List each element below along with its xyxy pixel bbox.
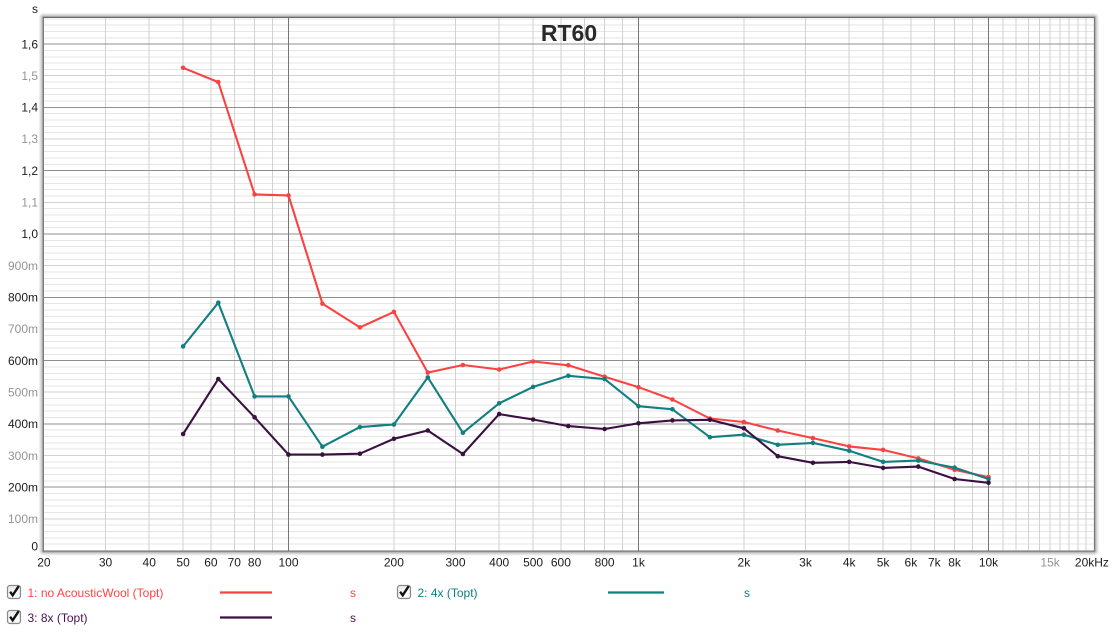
- svg-text:40: 40: [143, 556, 157, 570]
- svg-text:100m: 100m: [8, 512, 38, 526]
- svg-text:700m: 700m: [8, 322, 38, 336]
- svg-text:3: 8x (Topt): 3: 8x (Topt): [28, 611, 88, 625]
- svg-text:30: 30: [99, 556, 113, 570]
- svg-text:1: no AcousticWool (Topt): 1: no AcousticWool (Topt): [28, 586, 164, 600]
- svg-text:s: s: [350, 586, 356, 600]
- svg-text:2: 4x (Topt): 2: 4x (Topt): [418, 586, 478, 600]
- svg-text:1,2: 1,2: [21, 164, 38, 178]
- svg-text:600: 600: [551, 556, 571, 570]
- svg-text:400m: 400m: [8, 417, 38, 431]
- svg-text:2k: 2k: [738, 556, 752, 570]
- svg-text:50: 50: [176, 556, 190, 570]
- svg-text:600m: 600m: [8, 354, 38, 368]
- svg-text:20kHz: 20kHz: [1075, 556, 1109, 570]
- svg-text:1,0: 1,0: [21, 227, 38, 241]
- svg-text:100: 100: [278, 556, 298, 570]
- svg-text:5k: 5k: [877, 556, 891, 570]
- svg-text:10k: 10k: [979, 556, 999, 570]
- svg-text:400: 400: [489, 556, 509, 570]
- svg-text:0: 0: [31, 540, 38, 554]
- svg-text:s: s: [744, 586, 750, 600]
- svg-text:3k: 3k: [799, 556, 813, 570]
- svg-text:300m: 300m: [8, 449, 38, 463]
- svg-text:20: 20: [37, 556, 51, 570]
- svg-text:60: 60: [204, 556, 218, 570]
- svg-text:500: 500: [523, 556, 543, 570]
- svg-text:1k: 1k: [632, 556, 646, 570]
- svg-text:8k: 8k: [948, 556, 962, 570]
- svg-text:1,6: 1,6: [21, 37, 38, 51]
- svg-text:1,4: 1,4: [21, 101, 38, 115]
- svg-text:70: 70: [228, 556, 242, 570]
- svg-text:800m: 800m: [8, 291, 38, 305]
- svg-text:RT60: RT60: [541, 20, 597, 46]
- svg-text:4k: 4k: [843, 556, 857, 570]
- svg-text:s: s: [32, 2, 38, 16]
- svg-text:300: 300: [445, 556, 465, 570]
- svg-text:80: 80: [248, 556, 262, 570]
- svg-text:500m: 500m: [8, 385, 38, 399]
- svg-text:s: s: [350, 611, 356, 625]
- svg-text:1,1: 1,1: [21, 196, 38, 210]
- svg-text:15k: 15k: [1040, 556, 1060, 570]
- svg-text:1,3: 1,3: [21, 132, 38, 146]
- svg-text:900m: 900m: [8, 259, 38, 273]
- svg-text:6k: 6k: [905, 556, 919, 570]
- svg-text:7k: 7k: [928, 556, 942, 570]
- svg-text:800: 800: [595, 556, 615, 570]
- svg-text:1,5: 1,5: [21, 69, 38, 83]
- svg-text:200m: 200m: [8, 480, 38, 494]
- svg-text:200: 200: [384, 556, 404, 570]
